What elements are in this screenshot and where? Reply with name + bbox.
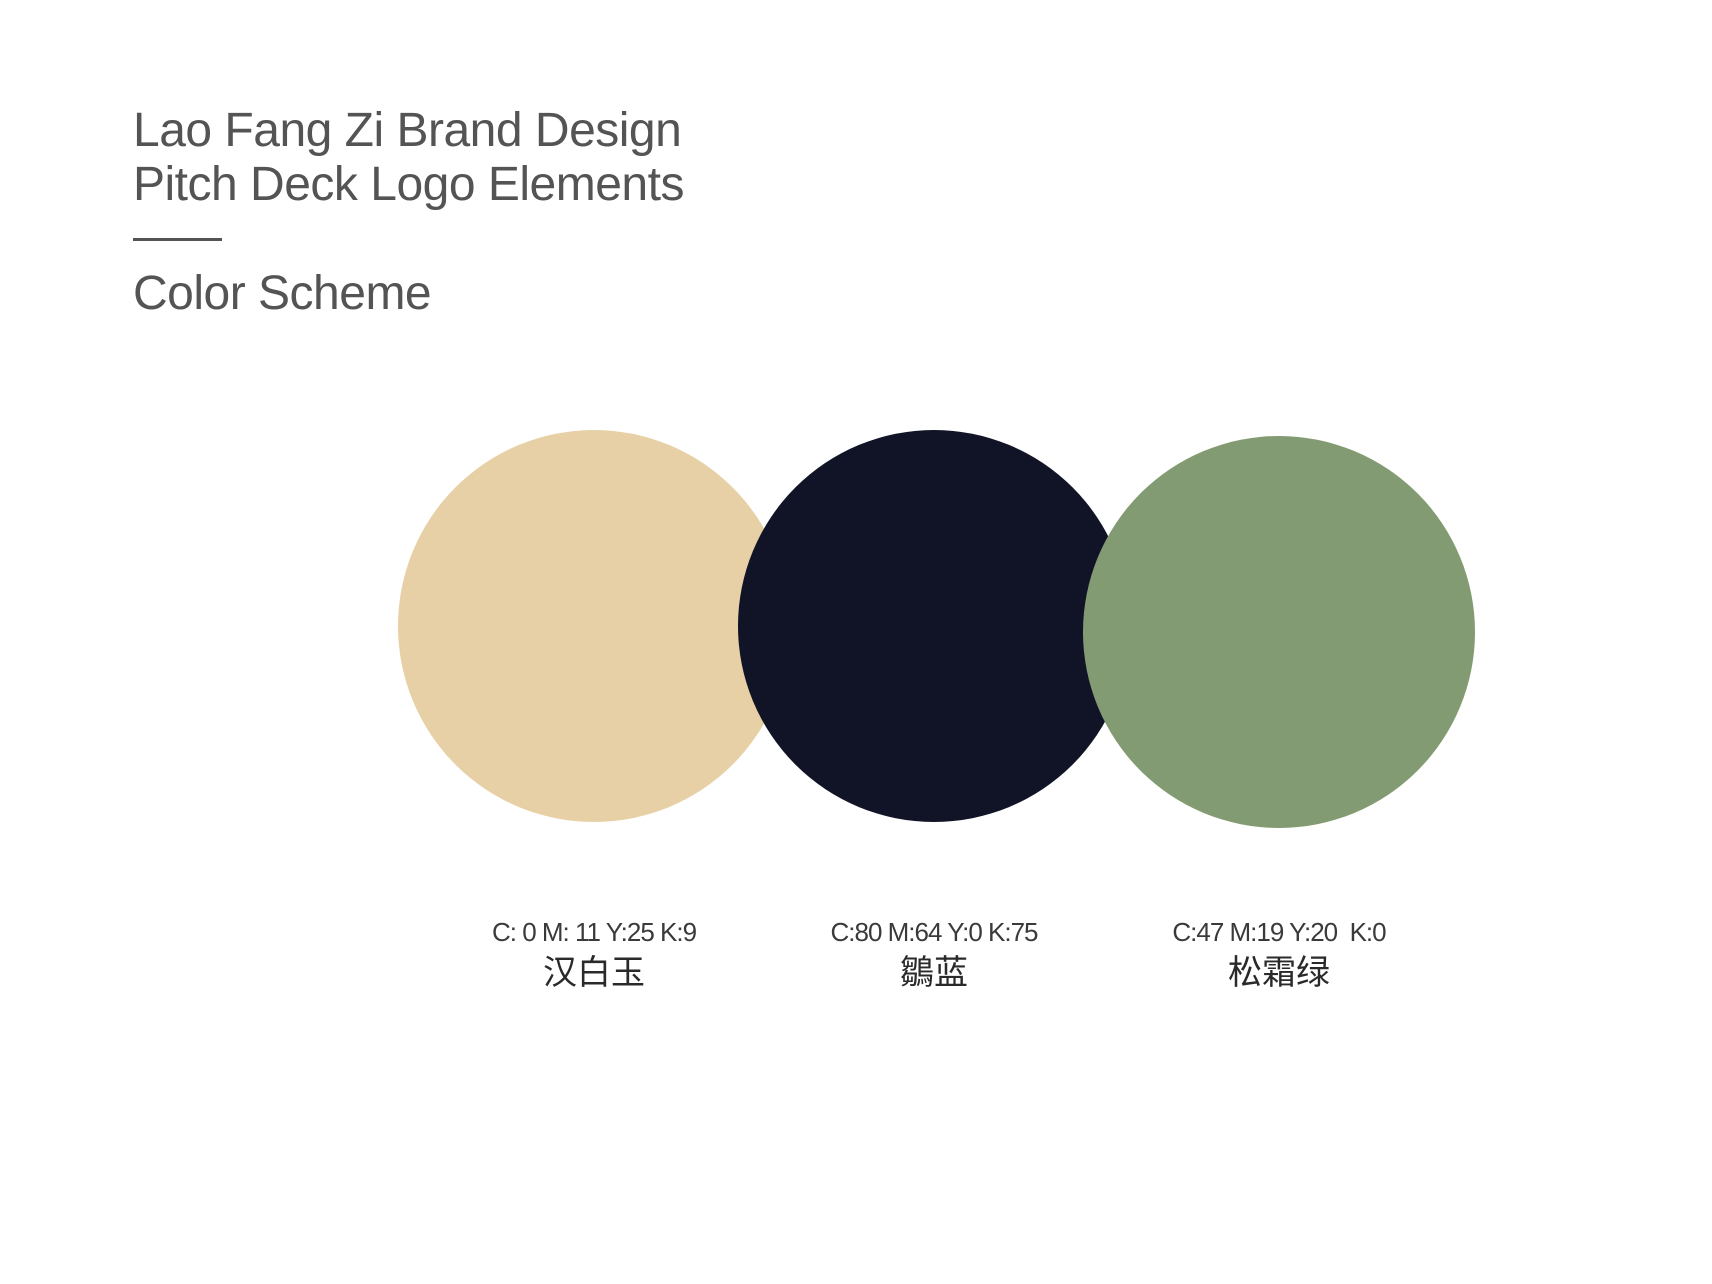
swatch-label-1: C: 0 M: 11 Y:25 K:9 汉白玉 [434, 916, 754, 994]
swatch-label-2: C:80 M:64 Y:0 K:75 鶵蓝 [774, 916, 1094, 994]
color-name: 松霜绿 [1228, 953, 1330, 993]
header: Lao Fang Zi Brand Design Pitch Deck Logo… [133, 104, 684, 321]
section-title: Color Scheme [133, 267, 432, 320]
title-line-2: Pitch Deck Logo Elements [133, 158, 684, 211]
swatch-circle-2 [738, 430, 1130, 822]
divider [133, 238, 222, 241]
swatch-circle-3 [1083, 436, 1475, 828]
cmyk-values: C: 0 M: 11 Y:25 K:9 [491, 917, 697, 947]
swatch-circle-1 [398, 430, 790, 822]
swatch-label-3: C:47 M:19 Y:20 K:0 松霜绿 [1119, 916, 1439, 994]
color-name: 鶵蓝 [900, 953, 968, 993]
title-line-1: Lao Fang Zi Brand Design [133, 104, 682, 157]
cmyk-values: C:47 M:19 Y:20 K:0 [1172, 917, 1386, 947]
color-name: 汉白玉 [543, 953, 645, 993]
cmyk-values: C:80 M:64 Y:0 K:75 [830, 917, 1039, 947]
